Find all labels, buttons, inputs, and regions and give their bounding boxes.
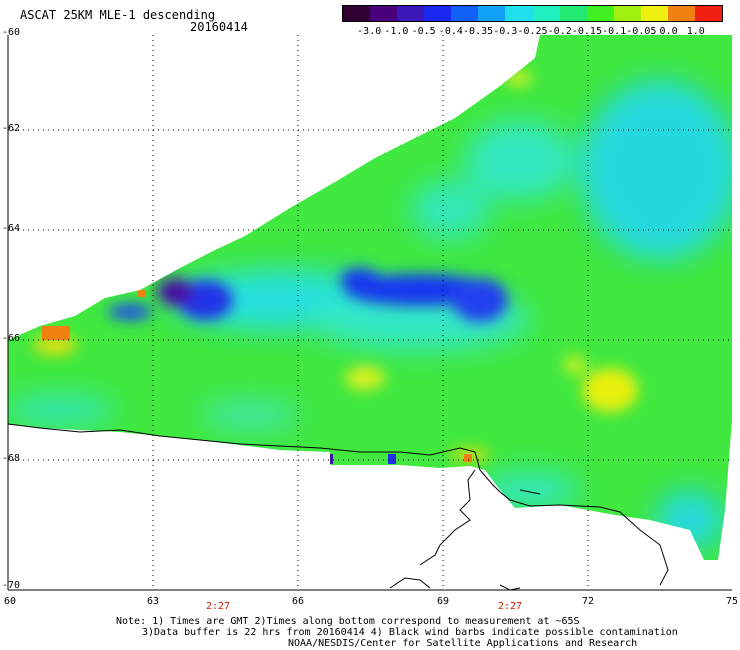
colorbar-labels: -3.0 -1.0 -0.5 -0.4 -0.35 -0.3 -0.25 -0.2 -0.15-… (322, 26, 740, 40)
lat-lon-grid (8, 35, 732, 590)
colorbar-segment (613, 6, 641, 21)
colorbar (342, 5, 723, 22)
product-title: ASCAT 25KM MLE-1 descending (20, 8, 216, 22)
colorbar-label: 0.0 (659, 26, 678, 37)
colorbar-label: -0.2 (547, 26, 572, 37)
lat-label: -70 (2, 580, 21, 591)
lat-label: -68 (2, 453, 21, 464)
colorbar-label: -3.0 (357, 26, 382, 37)
lon-label: 72 (582, 596, 595, 607)
note-line-2: 3)Data buffer is 22 hrs from 20160414 4)… (142, 627, 678, 638)
colorbar-label: 1.0 (686, 26, 705, 37)
note-line-3: NOAA/NESDIS/Center for Satellite Applica… (288, 638, 638, 649)
colorbar-label: -0.4 (438, 26, 463, 37)
colorbar-segment (343, 6, 371, 21)
lat-label: -62 (2, 123, 21, 134)
colorbar-label: -0.1 (602, 26, 627, 37)
colorbar-label: -0.5 (411, 26, 436, 37)
lat-label: -60 (2, 27, 21, 38)
map-frame (7, 35, 732, 591)
colorbar-segment (532, 6, 560, 21)
product-date: 20160414 (190, 20, 248, 34)
colorbar-segment (695, 6, 723, 21)
lon-label: 75 (726, 596, 739, 607)
lat-label: -66 (2, 333, 21, 344)
note-line-1: Note: 1) Times are GMT 2)Times along bot… (116, 616, 580, 627)
lon-label: 60 (4, 596, 17, 607)
lon-label: 66 (292, 596, 305, 607)
colorbar-segment (586, 6, 614, 21)
colorbar-label: -0.35 (463, 26, 494, 37)
colorbar-label: -0.05 (626, 26, 657, 37)
colorbar-segment (478, 6, 506, 21)
colorbar-segment (505, 6, 533, 21)
colorbar-segment (667, 6, 696, 21)
colorbar-segment (451, 6, 479, 21)
colorbar-label: -1.0 (384, 26, 409, 37)
colorbar-label: -0.25 (517, 26, 548, 37)
colorbar-segment (640, 6, 668, 21)
colorbar-segment (559, 6, 587, 21)
colorbar-label: -0.15 (571, 26, 602, 37)
lon-label: 63 (147, 596, 160, 607)
lat-label: -64 (2, 223, 21, 234)
pass-time-label: 2:27 (498, 601, 523, 612)
colorbar-segment (424, 6, 452, 21)
pass-time-label: 2:27 (206, 601, 231, 612)
lon-label: 69 (437, 596, 450, 607)
colorbar-label: -0.3 (493, 26, 518, 37)
colorbar-segment (397, 6, 425, 21)
colorbar-segment (370, 6, 398, 21)
